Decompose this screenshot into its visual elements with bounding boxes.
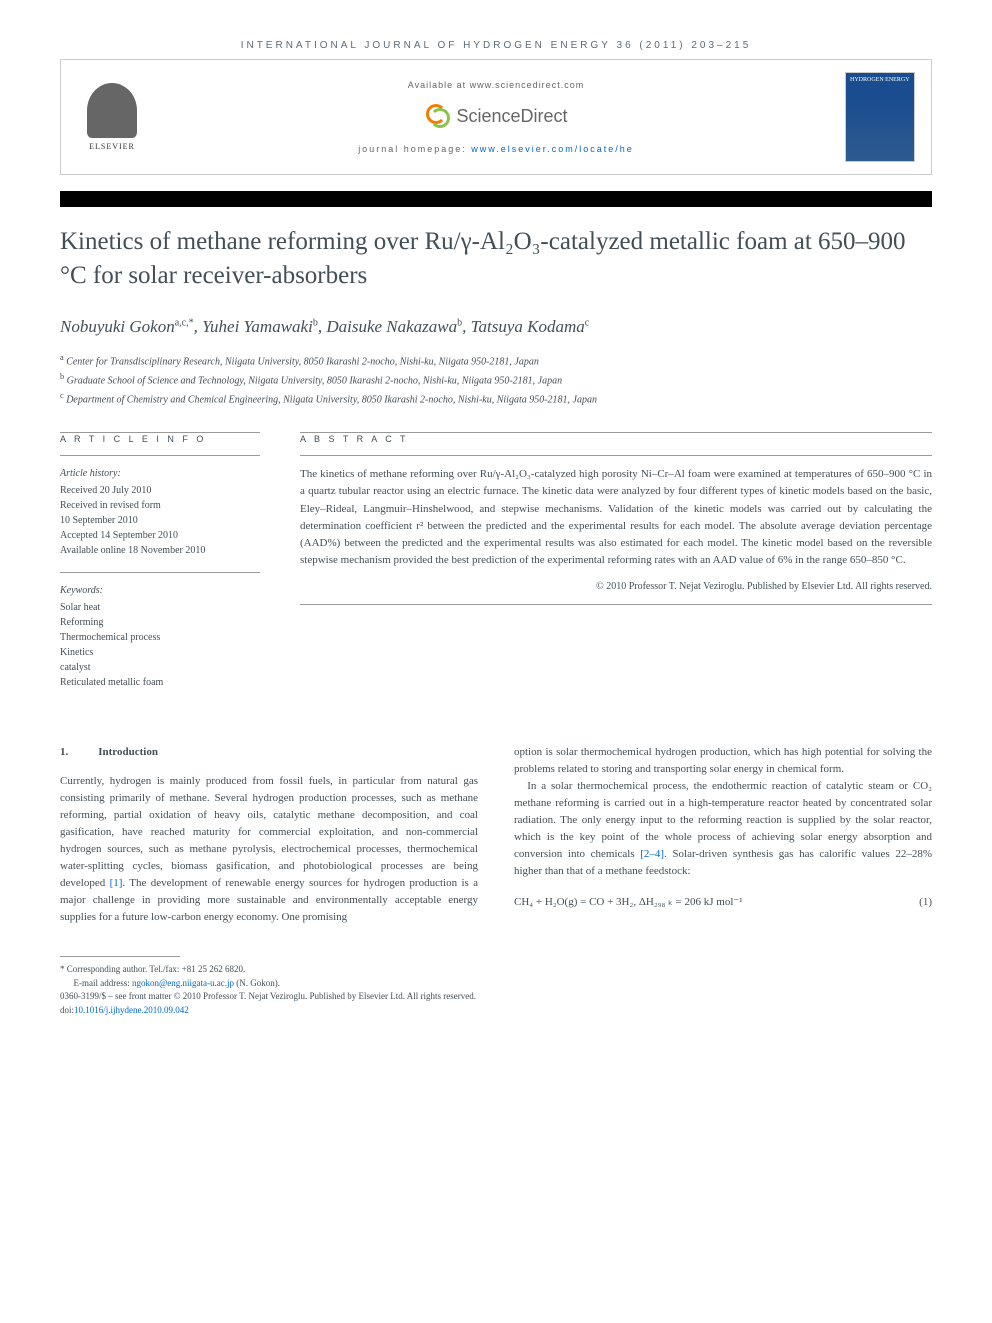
keyword: Solar heat	[60, 600, 260, 615]
homepage-link[interactable]: www.elsevier.com/locate/he	[471, 144, 634, 154]
body-paragraph: In a solar thermochemical process, the e…	[514, 778, 932, 880]
email-line: E-mail address: ngokon@eng.niigata-u.ac.…	[60, 977, 932, 991]
footer: * Corresponding author. Tel./fax: +81 25…	[60, 956, 932, 1017]
author: Tatsuya Kodamac	[471, 317, 590, 336]
keyword: Reforming	[60, 615, 260, 630]
equation-body: CH₄ + H₂O(g) = CO + 3H₂, ΔH₂₉₈ ₖ = 206 k…	[514, 894, 743, 911]
footer-divider	[60, 956, 180, 957]
corresponding-author: * Corresponding author. Tel./fax: +81 25…	[60, 963, 932, 977]
article-info-heading: A R T I C L E I N F O	[60, 433, 260, 447]
keyword: Reticulated metallic foam	[60, 675, 260, 690]
body-paragraph: option is solar thermochemical hydrogen …	[514, 744, 932, 778]
author: Yuhei Yamawakib	[202, 317, 318, 336]
article-history-label: Article history:	[60, 466, 260, 481]
body-paragraph: Currently, hydrogen is mainly produced f…	[60, 773, 478, 926]
sciencedirect-swirl-icon	[424, 102, 452, 130]
history-item: 10 September 2010	[60, 513, 260, 528]
abstract-heading: A B S T R A C T	[300, 433, 932, 447]
authors-line: Nobuyuki Gokona,c,*, Yuhei Yamawakib, Da…	[60, 317, 932, 337]
reference-link[interactable]: [2–4]	[640, 848, 664, 860]
doi-link[interactable]: 10.1016/j.ijhydene.2010.09.042	[74, 1005, 189, 1015]
keyword: Thermochemical process	[60, 630, 260, 645]
section-heading: 1. Introduction	[60, 744, 478, 761]
homepage-label: journal homepage:	[358, 144, 471, 154]
section-number: 1.	[60, 744, 68, 761]
email-link[interactable]: ngokon@eng.niigata-u.ac.jp	[132, 978, 234, 988]
abstract-copyright: © 2010 Professor T. Nejat Veziroglu. Pub…	[300, 579, 932, 595]
sciencedirect-text: ScienceDirect	[456, 106, 567, 127]
elsevier-logo: ELSEVIER	[77, 77, 147, 157]
keywords-label: Keywords:	[60, 583, 260, 598]
affiliations: a Center for Transdisciplinary Research,…	[60, 351, 932, 409]
history-item: Received in revised form	[60, 498, 260, 513]
available-at-text: Available at www.sciencedirect.com	[147, 80, 845, 90]
elsevier-text: ELSEVIER	[89, 142, 135, 151]
sciencedirect-logo: ScienceDirect	[424, 102, 567, 130]
history-item: Accepted 14 September 2010	[60, 528, 260, 543]
author: Daisuke Nakazawab	[326, 317, 462, 336]
abstract-column: A B S T R A C T The kinetics of methane …	[300, 432, 932, 704]
header-box: ELSEVIER Available at www.sciencedirect.…	[60, 59, 932, 175]
section-title: Introduction	[98, 744, 158, 761]
affiliation: a Center for Transdisciplinary Research,…	[60, 351, 932, 370]
history-item: Available online 18 November 2010	[60, 543, 260, 558]
abstract-text: The kinetics of methane reforming over R…	[300, 466, 932, 568]
affiliation: b Graduate School of Science and Technol…	[60, 370, 932, 389]
journal-citation: INTERNATIONAL JOURNAL OF HYDROGEN ENERGY…	[60, 40, 932, 51]
body-column-right: option is solar thermochemical hydrogen …	[514, 744, 932, 926]
keyword: Kinetics	[60, 645, 260, 660]
homepage-line: journal homepage: www.elsevier.com/locat…	[147, 144, 845, 154]
body-column-left: 1. Introduction Currently, hydrogen is m…	[60, 744, 478, 926]
keyword: catalyst	[60, 660, 260, 675]
journal-cover-thumbnail: HYDROGEN ENERGY	[845, 72, 915, 162]
equation: CH₄ + H₂O(g) = CO + 3H₂, ΔH₂₉₈ ₖ = 206 k…	[514, 894, 932, 911]
journal-cover-title: HYDROGEN ENERGY	[846, 73, 914, 88]
affiliation: c Department of Chemistry and Chemical E…	[60, 389, 932, 408]
equation-number: (1)	[919, 894, 932, 911]
issn-line: 0360-3199/$ – see front matter © 2010 Pr…	[60, 990, 932, 1004]
article-title: Kinetics of methane reforming over Ru/γ-…	[60, 225, 932, 293]
black-divider-bar	[60, 191, 932, 207]
history-item: Received 20 July 2010	[60, 483, 260, 498]
reference-link[interactable]: [1]	[110, 877, 123, 889]
doi-line: doi:10.1016/j.ijhydene.2010.09.042	[60, 1004, 932, 1018]
elsevier-tree-icon	[87, 83, 137, 138]
article-info-column: A R T I C L E I N F O Article history: R…	[60, 432, 260, 704]
author: Nobuyuki Gokona,c,*	[60, 317, 194, 336]
